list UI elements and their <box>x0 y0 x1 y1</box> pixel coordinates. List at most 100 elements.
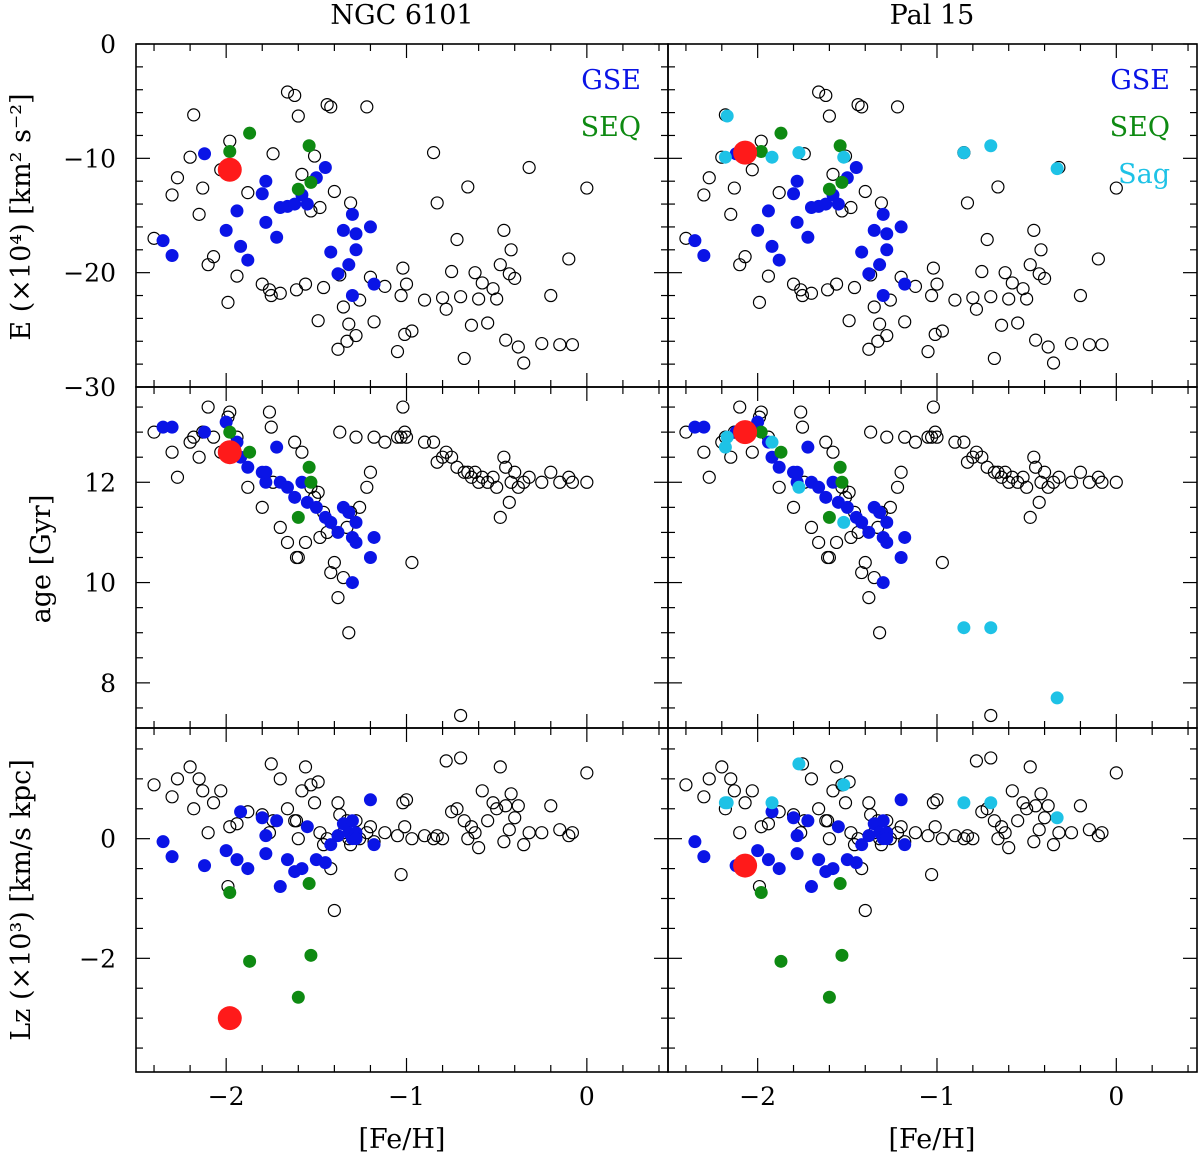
point-open <box>499 799 513 813</box>
point-gse <box>873 505 887 519</box>
point-gse <box>156 835 170 849</box>
point-gse <box>880 832 894 846</box>
point-gse <box>288 197 302 211</box>
panel-age-ngc6101: 8 10 12 <box>84 386 669 729</box>
point-open <box>331 342 345 356</box>
point-open <box>502 495 516 509</box>
point-open <box>820 283 835 297</box>
point-open <box>426 435 441 449</box>
point-open <box>378 279 392 293</box>
point-open <box>822 832 836 846</box>
point-open <box>311 314 325 328</box>
point-open <box>331 591 345 605</box>
point-target <box>217 1006 242 1031</box>
point-open <box>439 302 453 316</box>
point-open <box>1032 495 1046 509</box>
point-open <box>504 787 518 801</box>
point-open <box>336 300 350 314</box>
point-open <box>697 790 711 804</box>
point-gse <box>772 862 786 876</box>
legend-seq: SEQ <box>581 112 641 143</box>
point-open <box>511 799 525 813</box>
point-open <box>360 480 374 494</box>
point-gse <box>880 227 894 241</box>
point-open <box>390 430 405 444</box>
point-open <box>183 760 197 774</box>
y-tick-label: 0 <box>100 825 116 854</box>
point-open <box>340 334 354 348</box>
point-seq <box>243 954 257 968</box>
point-open <box>1082 338 1097 352</box>
point-seq <box>302 139 316 153</box>
y-tick-label: 12 <box>84 468 116 497</box>
point-sag <box>765 796 779 810</box>
point-sag <box>718 440 732 454</box>
point-open <box>399 430 414 444</box>
point-open <box>1032 267 1046 281</box>
point-open <box>1064 336 1079 351</box>
point-open <box>367 430 381 444</box>
point-gse <box>363 220 377 234</box>
legend-gse: GSE <box>1110 65 1170 96</box>
point-open <box>264 288 278 303</box>
point-open <box>926 400 940 414</box>
point-open <box>405 324 419 338</box>
point-seq <box>774 445 788 459</box>
point-open <box>165 188 179 202</box>
point-gse <box>849 856 863 870</box>
point-open <box>544 799 558 813</box>
point-sag <box>765 150 779 164</box>
point-open <box>165 445 179 459</box>
point-open <box>930 277 944 291</box>
point-sag <box>837 778 851 792</box>
point-open <box>1082 823 1097 837</box>
point-seq <box>754 144 768 158</box>
point-open <box>147 778 161 792</box>
point-open <box>1052 826 1066 840</box>
point-open <box>795 420 810 434</box>
point-open <box>1037 465 1052 479</box>
point-gse <box>198 859 212 873</box>
point-gse <box>873 258 887 272</box>
point-open <box>497 450 511 464</box>
point-gse <box>324 838 338 852</box>
point-open <box>928 820 942 834</box>
point-gse <box>765 239 779 253</box>
point-seq <box>304 175 318 189</box>
point-open <box>580 766 594 780</box>
point-gse <box>156 420 170 434</box>
point-open <box>925 867 939 882</box>
point-open <box>862 342 876 356</box>
point-open <box>812 85 826 99</box>
point-seq <box>223 886 237 900</box>
point-open <box>921 344 935 359</box>
point-open <box>890 100 905 114</box>
point-open <box>1002 841 1016 855</box>
point-gse <box>849 160 863 174</box>
point-gse <box>270 230 284 244</box>
point-open <box>844 530 858 545</box>
point-open <box>399 277 414 291</box>
point-open <box>851 97 865 112</box>
point-gse <box>790 829 804 843</box>
point-gse <box>219 415 233 429</box>
point-open <box>702 772 716 786</box>
point-open <box>206 796 221 810</box>
point-gse <box>801 230 815 244</box>
point-open <box>761 269 776 283</box>
point-gse <box>765 805 779 819</box>
point-open <box>472 841 486 855</box>
point-gse <box>345 576 359 590</box>
point-seq <box>754 886 768 900</box>
point-open <box>311 775 325 789</box>
point-open <box>960 196 975 210</box>
point-open <box>187 108 201 122</box>
point-seq <box>774 126 788 140</box>
point-open <box>553 475 567 489</box>
point-open <box>522 160 536 175</box>
point-gse <box>688 420 702 434</box>
point-open <box>1073 465 1088 479</box>
point-open <box>948 293 962 307</box>
point-gse <box>331 829 345 843</box>
